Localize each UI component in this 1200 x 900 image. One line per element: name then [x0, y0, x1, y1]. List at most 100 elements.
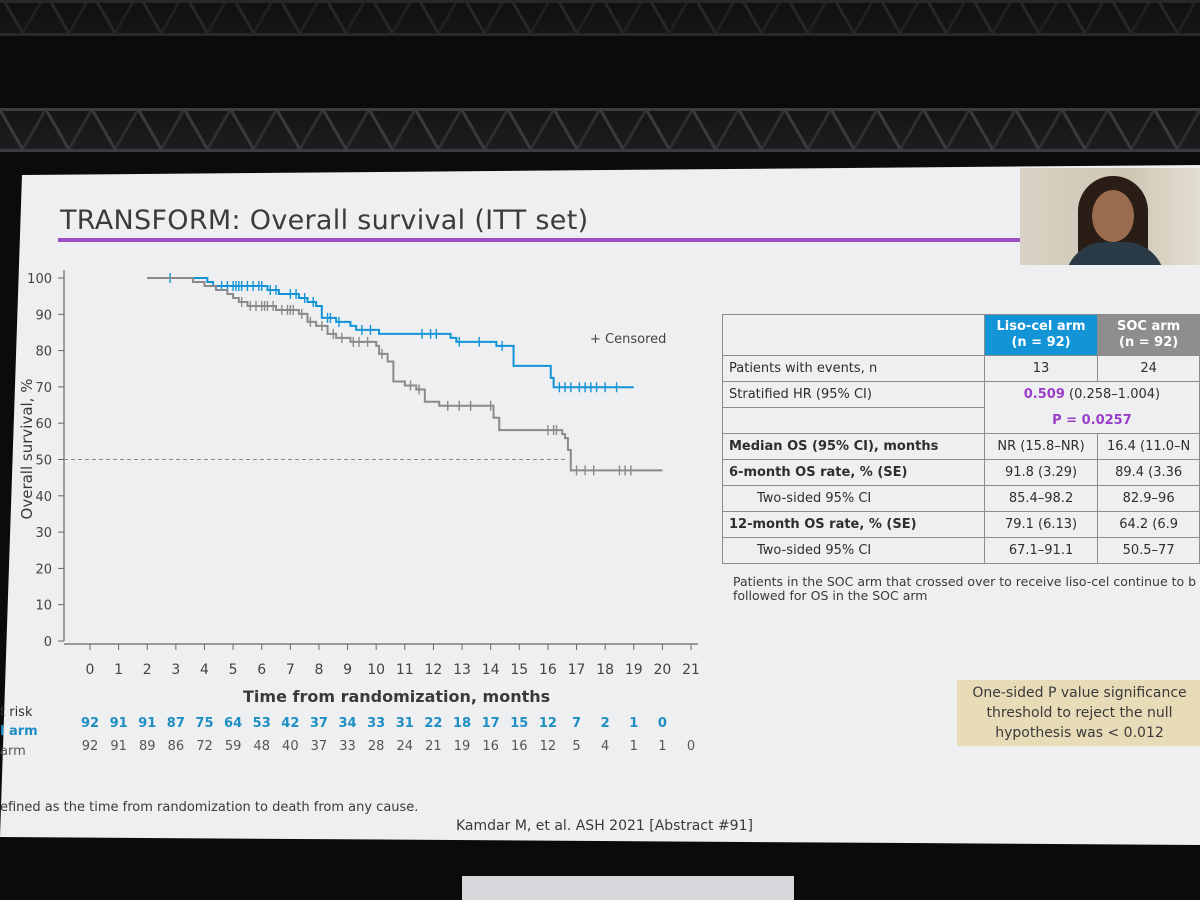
x-tick-label: 14 [482, 662, 500, 678]
at-risk-liso-count: 18 [453, 716, 472, 731]
at-risk-soc-count: 16 [511, 739, 528, 754]
stage-truss-top [0, 0, 1200, 36]
at-risk-soc-count: 19 [453, 739, 471, 754]
at-risk-soc-count: 72 [196, 739, 213, 754]
at-risk-liso-count: 75 [195, 716, 214, 731]
at-risk-liso-count: 37 [309, 716, 328, 731]
at-risk-soc-label: arm [0, 744, 26, 759]
at-risk-liso-count: 53 [252, 716, 271, 731]
table-row: 6-month OS rate, % (SE) 91.8 (3.29) 89.4… [722, 459, 1200, 486]
y-tick-label: 80 [35, 345, 52, 360]
x-tick-label: 6 [257, 662, 266, 678]
x-tick-label: 12 [425, 662, 443, 678]
y-tick-label: 20 [35, 562, 52, 577]
y-tick-label: 0 [44, 635, 52, 650]
y-tick-label: 100 [27, 272, 52, 287]
x-tick-label: 16 [539, 662, 557, 678]
confidence-monitor [462, 876, 794, 900]
x-tick-label: 8 [314, 662, 323, 678]
at-risk-liso-count: 7 [571, 716, 582, 731]
at-risk-soc-count: 33 [339, 739, 356, 754]
x-tick-label: 13 [453, 662, 471, 678]
at-risk-soc-count: 89 [138, 739, 156, 754]
y-axis-label: Overall survival, % [18, 378, 36, 520]
at-risk-soc-count: 21 [425, 739, 442, 754]
header-soc: SOC arm (n = 92) [1097, 314, 1200, 356]
at-risk-soc-count: 0 [686, 739, 696, 754]
at-risk-soc-count: 48 [253, 739, 270, 754]
hr-cell: 0.509 (0.258–1.004) [983, 381, 1200, 408]
y-tick-label: 50 [35, 454, 52, 469]
at-risk-label: t risk [0, 705, 33, 720]
at-risk-liso-count: 15 [510, 716, 529, 731]
at-risk-soc-count: 4 [601, 739, 610, 754]
slide-title: TRANSFORM: Overall survival (ITT set) [60, 205, 589, 236]
at-risk-soc-count: 12 [539, 739, 557, 754]
x-tick-label: 15 [510, 662, 528, 678]
x-tick-label: 4 [200, 662, 209, 678]
y-tick-label: 70 [35, 381, 52, 396]
presenter-body [1065, 242, 1165, 265]
x-tick-label: 5 [229, 662, 238, 678]
footnote: efined as the time from randomization to… [0, 800, 419, 815]
x-tick-label: 0 [86, 662, 95, 678]
x-tick-label: 18 [596, 662, 614, 678]
at-risk-liso-count: 31 [395, 716, 414, 731]
citation: Kamdar M, et al. ASH 2021 [Abstract #91] [456, 818, 753, 834]
y-tick-label: 30 [35, 526, 52, 541]
at-risk-liso-count: 64 [224, 716, 243, 731]
x-tick-label: 10 [367, 662, 385, 678]
at-risk-soc-count: 40 [282, 739, 299, 754]
x-tick-label: 3 [171, 662, 180, 678]
significance-note: One-sided P value significance threshold… [957, 680, 1200, 746]
at-risk-soc-count: 37 [310, 739, 328, 754]
at-risk-liso-count: 22 [424, 716, 443, 731]
soc-curve [147, 277, 663, 472]
y-tick-label: 60 [35, 417, 52, 432]
table-corner [722, 314, 985, 356]
at-risk-liso-count: 92 [80, 716, 100, 731]
table-row: Stratified HR (95% CI) 0.509 (0.258–1.00… [722, 381, 1200, 408]
at-risk-liso-count: 17 [481, 716, 500, 731]
table-row: P = 0.0257 [722, 407, 1200, 434]
at-risk-liso-count: 87 [166, 716, 185, 731]
at-risk-liso-count: 0 [657, 716, 667, 731]
at-risk-soc-count: 92 [81, 739, 99, 754]
at-risk-liso-count: 91 [109, 716, 128, 731]
x-tick-label: 1 [114, 662, 123, 678]
at-risk-soc-count: 86 [167, 739, 185, 754]
liso-cel-curve [147, 277, 634, 389]
y-tick-label: 90 [35, 308, 52, 323]
stage-truss [0, 108, 1200, 152]
title-underline [58, 238, 1028, 242]
crossover-note: Patients in the SOC arm that crossed ove… [733, 574, 1197, 603]
table-row: 12-month OS rate, % (SE) 79.1 (6.13) 64.… [722, 511, 1200, 538]
table-row: Median OS (95% CI), months NR (15.8–NR) … [722, 433, 1200, 460]
at-risk-soc-count: 91 [110, 739, 127, 754]
presenter-video [1020, 168, 1200, 265]
at-risk-liso-count: 42 [281, 716, 300, 731]
at-risk-liso-label: l arm [0, 724, 38, 739]
censored-legend: + Censored [590, 332, 667, 347]
x-tick-label: 21 [682, 662, 700, 678]
at-risk-soc-count: 16 [482, 739, 499, 754]
at-risk-soc-count: 59 [224, 739, 242, 754]
at-risk-soc-count: 1 [629, 739, 638, 754]
x-tick-label: 9 [343, 662, 352, 678]
at-risk-soc-count: 24 [396, 739, 414, 754]
at-risk-liso-count: 12 [538, 716, 557, 731]
at-risk-soc-count: 1 [658, 739, 667, 754]
y-tick-label: 40 [35, 490, 52, 505]
at-risk-soc-count: 28 [367, 739, 385, 754]
y-tick-label: 10 [35, 599, 52, 614]
at-risk-liso-count: 33 [367, 716, 386, 731]
at-risk-soc-count: 5 [572, 739, 581, 754]
x-tick-label: 20 [653, 662, 671, 678]
table-row: Two-sided 95% CI 67.1–91.1 50.5–77 [722, 537, 1200, 564]
p-value-cell: P = 0.0257 [983, 407, 1200, 434]
table-row: Two-sided 95% CI 85.4–98.2 82.9–96 [722, 485, 1200, 512]
at-risk-liso-count: 1 [629, 716, 639, 731]
table-row: Patients with events, n 13 24 [722, 355, 1200, 382]
at-risk-liso-count: 91 [138, 716, 157, 731]
